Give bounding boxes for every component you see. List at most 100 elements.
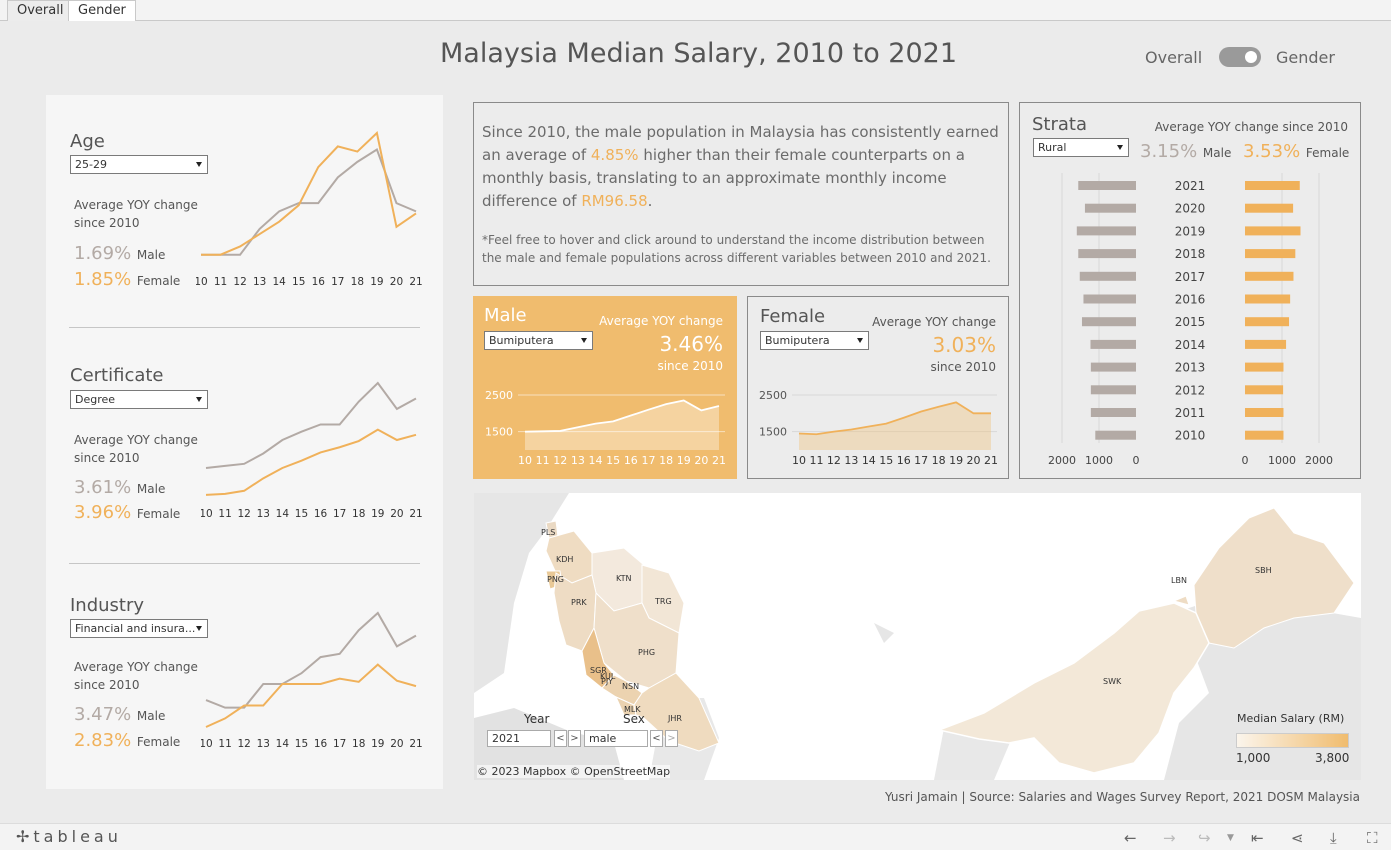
sex-next-button[interactable]: > xyxy=(665,730,678,747)
year-label: 2012 xyxy=(1175,383,1206,397)
age-male-label: Male xyxy=(136,248,166,262)
female-bar[interactable] xyxy=(1245,271,1294,281)
sex-prev-button[interactable]: < xyxy=(650,730,663,747)
female-bar[interactable] xyxy=(1245,385,1284,395)
female-bar[interactable] xyxy=(1245,408,1284,417)
industry-female-pct: 2.83% xyxy=(74,730,132,751)
x-tick-label: 16 xyxy=(312,276,326,288)
summary-text: Since 2010, the male population in Malay… xyxy=(482,121,1002,213)
x-tick-label: 17 xyxy=(331,276,344,288)
year-label: 2018 xyxy=(1175,247,1206,261)
x-tick-label: 20 xyxy=(694,454,708,467)
series-line-female[interactable] xyxy=(205,428,417,496)
age-line-chart[interactable]: 10 11 12 13 14 15 16 17 18 19 20 21 xyxy=(196,125,426,293)
series-line-male[interactable] xyxy=(205,611,417,709)
mapbox-link[interactable]: © 2023 Mapbox xyxy=(477,765,567,778)
state-label-prk: PRK xyxy=(571,598,587,607)
revert-all-icon[interactable]: ⇤ xyxy=(1251,829,1264,847)
year-next-button[interactable]: > xyxy=(568,730,581,747)
female-bar[interactable] xyxy=(1245,339,1287,349)
state-label-ktn: KTN xyxy=(616,574,632,583)
tab-gender[interactable]: Gender xyxy=(68,0,136,21)
year-label: 2015 xyxy=(1175,315,1206,329)
female-bar[interactable] xyxy=(1245,249,1296,259)
x-tick-label: 2000 xyxy=(1048,454,1076,467)
series-line-male[interactable] xyxy=(205,381,417,469)
undo-icon[interactable]: ← xyxy=(1124,829,1137,847)
male-bar[interactable] xyxy=(1090,362,1136,372)
x-tick-label: 15 xyxy=(295,508,308,520)
female-bar[interactable] xyxy=(1245,317,1290,327)
male-card[interactable]: Male Bumiputera Average YOY change 3.46%… xyxy=(473,296,737,479)
tableau-logo[interactable]: ✢tableau xyxy=(16,827,122,846)
female-bar[interactable] xyxy=(1245,294,1291,304)
revert-icon[interactable]: ↪ xyxy=(1198,829,1211,847)
share-icon[interactable]: ⋖ xyxy=(1291,829,1304,847)
map-view[interactable]: PLS KDH PNG KTN PRK TRG PHG SGR KUL PJY … xyxy=(474,493,1361,780)
area-fill[interactable] xyxy=(525,400,719,451)
strata-bar-chart[interactable]: 2021 2020 2019 2018 2017 2016 2015 2014 2013 2012… xyxy=(1020,168,1360,478)
industry-line-chart[interactable]: 10 11 12 13 14 15 16 17 18 19 20 21 xyxy=(201,605,426,755)
x-tick-label: 11 xyxy=(218,738,231,750)
female-card[interactable]: Female Bumiputera Average YOY change 3.0… xyxy=(747,296,1009,479)
download-icon[interactable]: ⤓ xyxy=(1330,829,1337,847)
redo-icon[interactable]: → xyxy=(1163,829,1176,847)
year-label: 2017 xyxy=(1175,270,1206,284)
certificate-line-chart[interactable]: 10 11 12 13 14 15 16 17 18 19 20 21 xyxy=(201,375,426,525)
female-bar[interactable] xyxy=(1245,226,1301,236)
male-bar[interactable] xyxy=(1079,271,1136,281)
female-bar[interactable] xyxy=(1245,181,1300,190)
overall-gender-toggle[interactable] xyxy=(1219,47,1261,67)
industry-dropdown[interactable]: Financial and insura... xyxy=(70,619,208,638)
toggle-label-gender[interactable]: Gender xyxy=(1276,48,1335,67)
male-bar[interactable] xyxy=(1083,294,1136,304)
area-line[interactable] xyxy=(524,399,720,433)
fullscreen-icon[interactable]: ⛶ xyxy=(1367,829,1378,847)
series-line-female[interactable] xyxy=(201,131,417,256)
state-label-sgr: SGR xyxy=(590,666,607,675)
year-prev-button[interactable]: < xyxy=(554,730,567,747)
osm-link[interactable]: © OpenStreetMap xyxy=(569,765,671,778)
certificate-title: Certificate xyxy=(70,365,164,386)
year-filter-input[interactable]: 2021 xyxy=(487,730,551,747)
x-tick-label: 14 xyxy=(272,276,286,288)
toggle-label-overall[interactable]: Overall xyxy=(1145,48,1203,67)
male-bar[interactable] xyxy=(1081,317,1136,327)
revert-chevron-icon[interactable]: ▼ xyxy=(1227,833,1234,843)
tableau-footer: ✢tableau ← → ↪ ▼ ⇤ ⋖ ⤓ ⛶ xyxy=(0,823,1391,850)
male-area-chart[interactable]: 2500 1500 10 11 12 13 14 15 16 17 18 19 20 21 xyxy=(473,384,737,476)
age-dropdown[interactable]: 25-29 xyxy=(70,155,208,174)
female-bar[interactable] xyxy=(1245,430,1284,440)
female-bar[interactable] xyxy=(1245,362,1284,372)
female-bar[interactable] xyxy=(1245,203,1294,213)
series-line-male[interactable] xyxy=(201,147,417,256)
area-line[interactable] xyxy=(798,401,991,436)
male-bar[interactable] xyxy=(1090,408,1136,417)
male-bar[interactable] xyxy=(1078,249,1136,259)
female-dropdown[interactable]: Bumiputera xyxy=(760,331,869,350)
industry-yoy-label: Average YOY change since 2010 xyxy=(74,660,198,692)
male-bar[interactable] xyxy=(1095,430,1136,440)
certificate-dropdown[interactable]: Degree xyxy=(70,390,208,409)
strata-dropdown[interactable]: Rural xyxy=(1033,138,1129,157)
female-dropdown-value: Bumiputera xyxy=(765,334,830,347)
female-area-chart[interactable]: 2500 1500 10 11 12 13 14 15 16 17 18 19 20 21 xyxy=(747,384,1009,476)
x-tick-label: 12 xyxy=(237,738,250,750)
male-bar[interactable] xyxy=(1084,203,1136,213)
sex-filter-input[interactable]: male xyxy=(584,730,648,747)
series-line-female[interactable] xyxy=(205,663,417,728)
x-tick-label: 17 xyxy=(914,454,928,467)
male-dropdown[interactable]: Bumiputera xyxy=(484,331,593,350)
male-bar[interactable] xyxy=(1078,181,1136,190)
strata-dropdown-value: Rural xyxy=(1038,141,1067,154)
age-female-label: Female xyxy=(136,274,181,288)
tab-overall[interactable]: Overall xyxy=(7,0,74,21)
x-tick-label: 14 xyxy=(589,454,603,467)
summary-part-3: . xyxy=(647,192,653,210)
male-bar[interactable] xyxy=(1076,226,1136,236)
x-tick-label: 13 xyxy=(257,738,270,750)
male-bar[interactable] xyxy=(1090,339,1136,349)
map-attribution[interactable]: © 2023 Mapbox © OpenStreetMap xyxy=(477,765,671,778)
male-bar[interactable] xyxy=(1090,385,1136,395)
area-fill[interactable] xyxy=(799,402,991,450)
